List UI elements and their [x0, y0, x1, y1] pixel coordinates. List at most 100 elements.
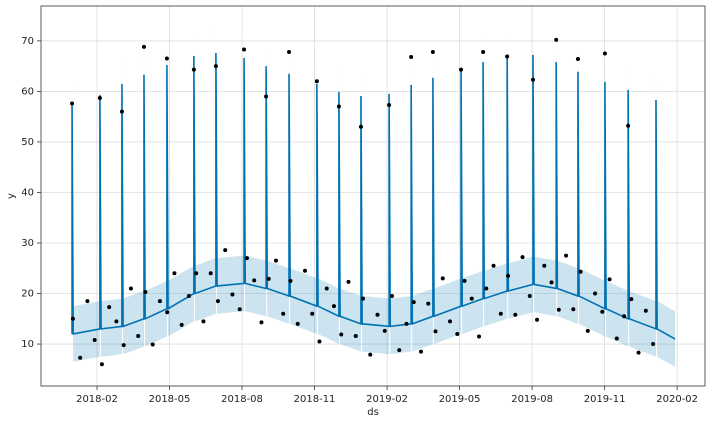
y-tick-label: 20: [21, 289, 34, 300]
observed-point: [114, 319, 119, 324]
observed-point: [549, 280, 554, 285]
observed-point: [191, 67, 196, 72]
observed-point: [194, 271, 199, 276]
y-tick-label: 30: [21, 238, 34, 249]
observed-point: [554, 37, 559, 42]
x-tick-label: 2019-02: [366, 394, 408, 405]
y-tick-label: 40: [21, 187, 34, 198]
forecast-line: [71, 52, 676, 340]
observed-point: [310, 311, 315, 316]
observed-point: [448, 319, 453, 324]
observed-point: [70, 316, 75, 321]
observed-point: [230, 292, 235, 297]
observed-point: [92, 338, 97, 343]
observed-point: [593, 291, 598, 296]
observed-point: [172, 271, 177, 276]
observed-point: [390, 294, 394, 299]
observed-point: [143, 290, 148, 295]
observed-point: [469, 296, 474, 301]
x-tick-label: 2019-11: [584, 394, 626, 405]
observed-point: [404, 321, 409, 326]
observed-point: [85, 299, 90, 304]
observed-point: [571, 307, 576, 312]
observed-point: [157, 299, 162, 304]
observed-point: [242, 47, 247, 52]
observed-point: [477, 334, 482, 339]
x-tick-label: 2019-05: [439, 394, 481, 405]
x-tick-label: 2019-08: [511, 394, 553, 405]
uncertainty-band: [72, 27, 676, 367]
observed-point: [78, 355, 83, 360]
observed-point: [602, 51, 607, 56]
observed-point: [353, 333, 358, 338]
observed-point: [119, 109, 124, 114]
plot-frame: [40, 5, 706, 387]
observed-point: [455, 331, 460, 336]
x-tick-label: 2018-05: [149, 394, 191, 405]
x-tick-label: 2018-02: [76, 394, 118, 405]
observed-point: [244, 256, 249, 261]
observed-point: [459, 67, 464, 72]
observed-point: [636, 350, 641, 355]
observed-point: [317, 339, 322, 344]
observed-point: [266, 276, 271, 281]
observed-point: [186, 294, 191, 299]
observed-point: [530, 77, 535, 82]
y-tick-label: 50: [21, 137, 34, 148]
y-tick-label: 10: [21, 339, 34, 350]
observed-point: [136, 333, 141, 338]
observed-point: [626, 123, 631, 128]
observed-point: [295, 321, 300, 326]
observed-point: [259, 320, 264, 325]
observed-point: [440, 276, 445, 281]
observed-point: [339, 332, 344, 337]
observed-point: [426, 301, 431, 306]
x-tick-label: 2018-11: [294, 394, 336, 405]
y-tick-label: 60: [21, 86, 34, 97]
observed-point: [201, 319, 206, 324]
observed-point: [165, 310, 170, 315]
observed-point: [360, 296, 365, 301]
x-tick-label: 2020-02: [656, 394, 698, 405]
observed-point: [358, 124, 363, 129]
observed-point: [215, 299, 220, 304]
observed-point: [237, 307, 242, 312]
observed-point: [409, 55, 414, 60]
observed-point: [481, 49, 486, 54]
observed-point: [387, 103, 392, 108]
observed-point: [600, 309, 605, 314]
observed-point: [513, 312, 518, 317]
observed-point: [264, 94, 269, 99]
x-axis-label: ds: [367, 407, 379, 418]
observed-point: [556, 307, 561, 312]
observed-point: [411, 300, 416, 305]
observed-point: [542, 263, 547, 268]
observed-point: [302, 268, 307, 273]
observed-point: [535, 317, 540, 322]
observed-point: [419, 349, 424, 354]
x-tick-label: 2018-08: [221, 394, 263, 405]
observed-point: [607, 277, 612, 282]
observed-point: [368, 352, 373, 357]
observed-point: [97, 95, 102, 100]
observed-point: [287, 49, 292, 54]
observed-point: [273, 258, 278, 263]
observed-point: [252, 278, 257, 283]
observed-point: [164, 56, 169, 61]
observed-point: [288, 278, 293, 283]
observed-point: [213, 64, 218, 69]
observed-point: [520, 255, 525, 260]
observed-point: [643, 308, 648, 313]
observed-point: [336, 104, 341, 109]
observed-point: [527, 294, 532, 299]
plot-area: [41, 6, 705, 386]
observed-point: [651, 342, 656, 347]
observed-point: [281, 311, 286, 316]
observed-point: [491, 263, 496, 268]
observed-point: [141, 44, 146, 49]
observed-point: [433, 329, 438, 334]
marks: [70, 27, 676, 367]
observed-point: [150, 342, 155, 347]
observed-point: [506, 273, 511, 278]
observed-point: [99, 362, 104, 367]
